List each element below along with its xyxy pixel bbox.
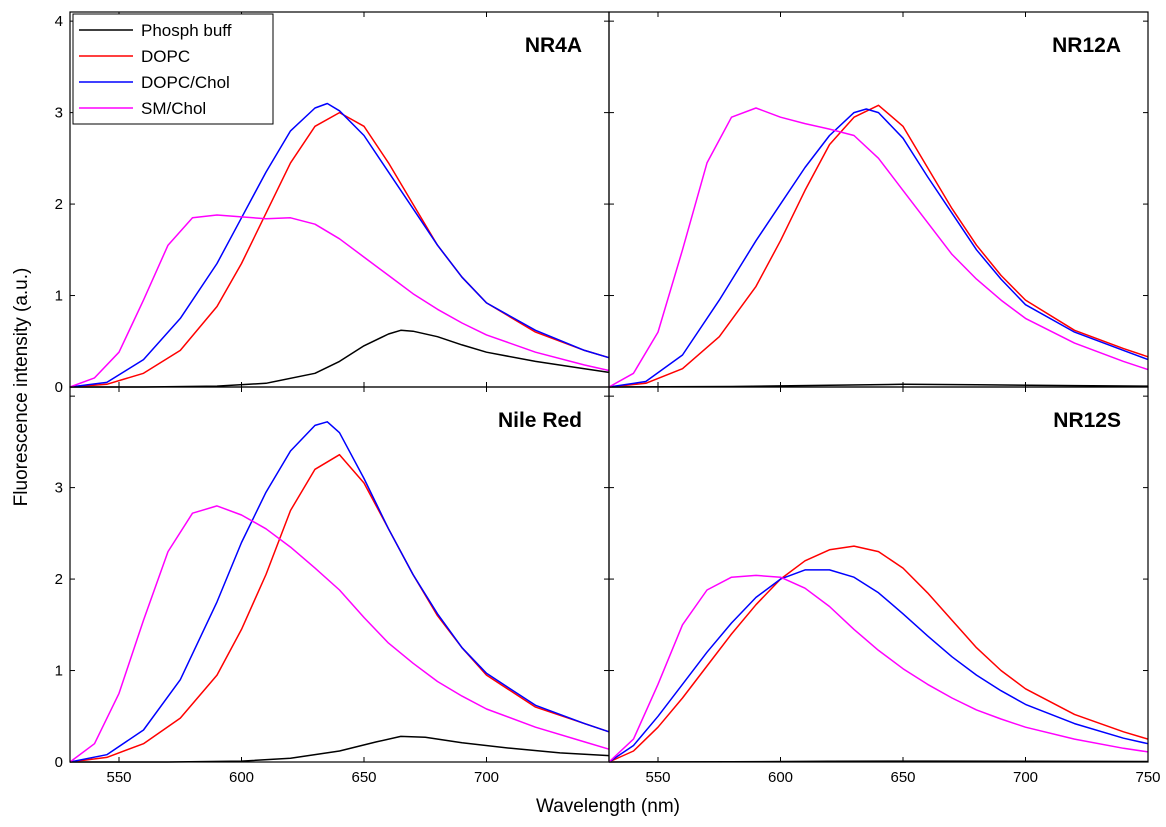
series-line-nr4a-sm-chol [69,214,610,388]
y-tick-label: 2 [55,571,63,588]
series-line-nr12s-sm-chol [608,574,1149,763]
legend-label: DOPC/Chol [141,73,230,92]
x-tick-label: 550 [106,769,131,786]
y-tick-label: 0 [55,379,63,396]
legend-box [72,13,274,125]
series-line-nr12s-dopc [608,545,1149,763]
panel-frame-nile-red [69,386,610,763]
series-line-nile-red-dopc [69,453,610,763]
panel-frame-nr12a [608,11,1149,388]
x-tick-label: 700 [1013,769,1038,786]
panel-title-nr12s: NR12S [1053,409,1121,432]
panel-title-nr12a: NR12A [1052,34,1121,57]
x-tick-label: 700 [474,769,499,786]
y-tick-label: 4 [55,13,63,30]
legend-label: SM/Chol [141,99,206,118]
legend: Phosph buff DOPC DOPC/Chol SM/Chol [72,13,274,125]
panel-nr12s: 550 600 650 700 750 NR12S [608,386,1161,786]
series-line-nile-red-sm-chol [69,505,610,763]
legend-label: DOPC [141,47,190,66]
panel-nr12a: NR12A [608,11,1149,388]
x-tick-label: 600 [768,769,793,786]
legend-label: Phosph buff [141,21,232,40]
panel-title-nr4a: NR4A [525,34,582,57]
x-axis-title: Wavelength (nm) [536,796,680,817]
series-line-nr12a-dopc [608,104,1149,388]
series-line-nr4a-phosph-buff [70,329,610,388]
y-tick-label: 1 [55,663,63,680]
y-tick-label: 3 [55,105,63,122]
y-tick-label: 2 [55,196,63,213]
panel-nile-red: 0 1 2 3 550 600 650 700 Nile Red [55,386,610,786]
series-line-nile-red-dopc-chol [69,421,610,763]
y-tick-label: 1 [55,288,63,305]
y-tick-label: 3 [55,480,63,497]
y-tick-label: 0 [55,754,63,771]
x-tick-label: 650 [351,769,376,786]
x-tick-label: 650 [890,769,915,786]
series-line-nr4a-dopc-chol [69,102,610,388]
series-line-nr4a-dopc [69,111,610,388]
series-line-nr12s-dopc-chol [608,569,1149,763]
panel-title-nile-red: Nile Red [498,409,582,432]
series-line-nr12a-sm-chol [608,107,1149,388]
plot-layer: 0 1 2 3 4 NR4A NR12A 0 1 2 3 550 600 650 700 Nile Red 55… [55,11,1161,786]
series-line-nile-red-phosph-buff [70,735,610,763]
y-axis-title: Fluorescence intensity (a.u.) [11,268,32,507]
x-tick-label: 550 [645,769,670,786]
panel-frame-nr12s [608,386,1149,763]
x-tick-label: 600 [229,769,254,786]
series-line-nr12a-dopc-chol [608,108,1149,388]
x-tick-label: 750 [1135,769,1160,786]
